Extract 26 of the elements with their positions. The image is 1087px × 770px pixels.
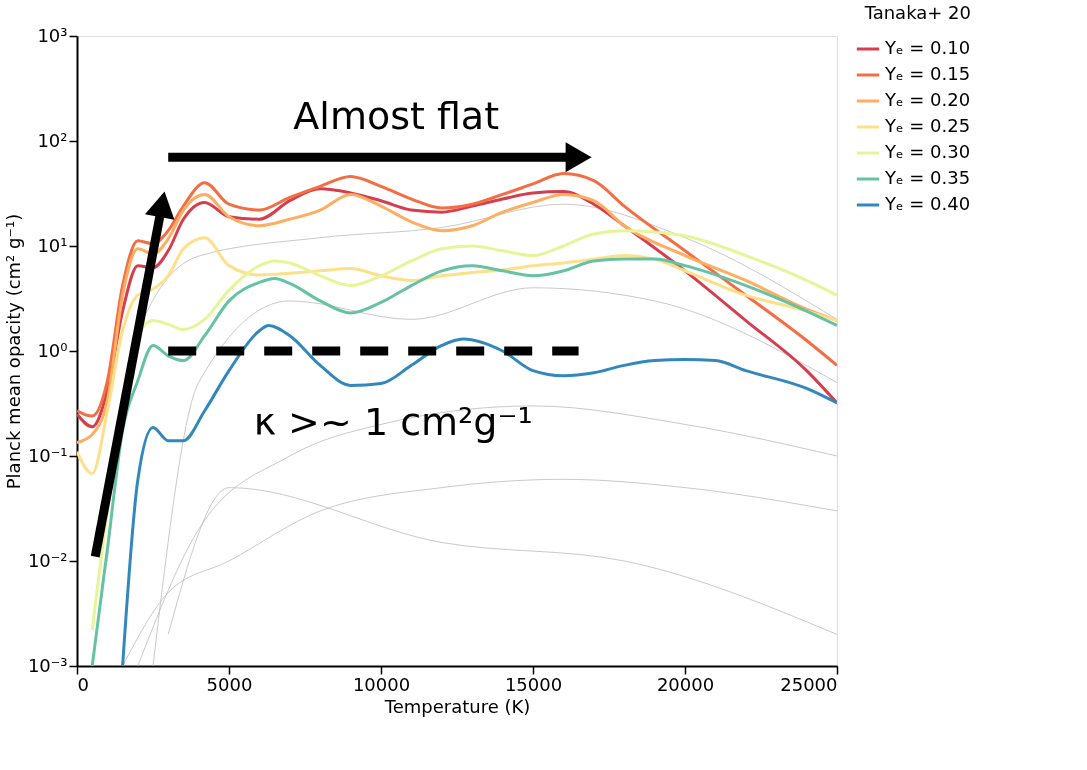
annotation: Almost flat bbox=[293, 93, 500, 138]
y-tick-label: 10¹ bbox=[37, 234, 68, 256]
text: Tanaka+ 20 bbox=[863, 2, 971, 23]
x-tick-label: 0 bbox=[77, 673, 89, 695]
line-series bbox=[77, 236, 837, 476]
x-tick-label: 15000 bbox=[504, 673, 563, 695]
x-tick-label: 20000 bbox=[656, 673, 715, 695]
legend-label: Yₑ = 0.10 bbox=[884, 37, 971, 58]
x-axis-title: Temperature (K) bbox=[383, 695, 531, 717]
legend-label: Yₑ = 0.40 bbox=[884, 193, 971, 214]
y-tick-label: 10⁻¹ bbox=[27, 444, 68, 466]
y-tick-label: 10⁰ bbox=[37, 339, 68, 361]
x-tick-label: 5000 bbox=[206, 673, 253, 695]
legend-label: Yₑ = 0.20 bbox=[884, 89, 971, 110]
x-tick-label: 10000 bbox=[352, 673, 411, 695]
y-tick-label: 10⁻³ bbox=[27, 654, 68, 676]
x-tick-label: 25000 bbox=[780, 673, 838, 695]
y-tick-label: 10² bbox=[37, 129, 68, 151]
annotation: κ >~ 1 cm²g⁻¹ bbox=[253, 400, 533, 445]
legend-label: Yₑ = 0.15 bbox=[884, 63, 971, 84]
legend-label: Yₑ = 0.30 bbox=[884, 141, 971, 162]
y-tick-label: 10³ bbox=[37, 24, 68, 46]
legend-label: Yₑ = 0.25 bbox=[884, 115, 971, 136]
y-axis-title: Planck mean opacity (cm² g⁻¹) bbox=[2, 213, 24, 490]
y-tick-label: 10⁻² bbox=[27, 549, 68, 571]
legend-label: Yₑ = 0.35 bbox=[884, 167, 971, 188]
